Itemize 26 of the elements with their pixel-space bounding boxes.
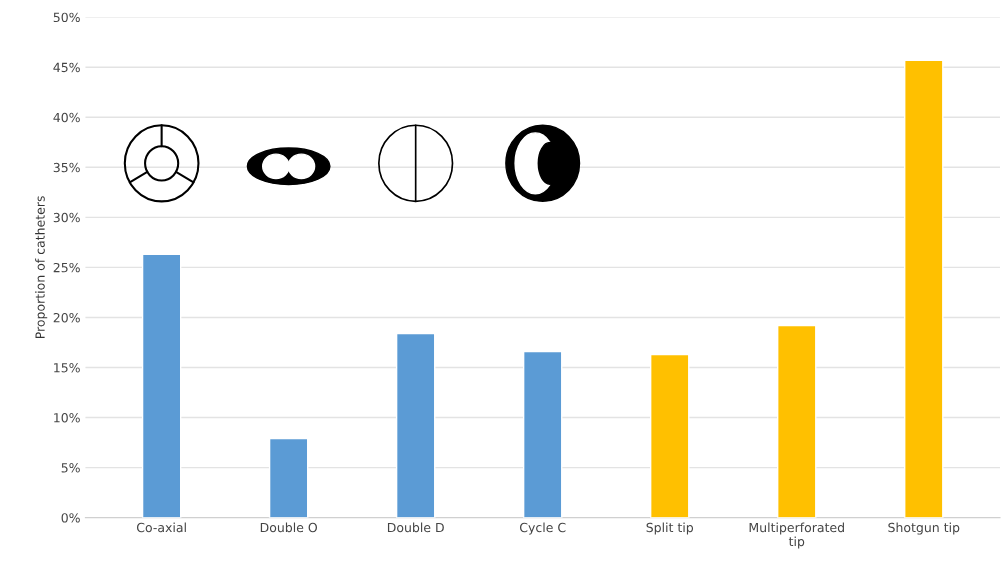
bar — [649, 353, 690, 518]
bar — [904, 59, 944, 518]
x-tick-label: Double D — [387, 522, 444, 533]
y-tick-label: 20% — [53, 312, 80, 323]
y-tick-label: 10% — [54, 413, 80, 423]
y-axis-title: Proportion of catheters — [35, 196, 48, 339]
x-tick-label: Multiperforated tip — [749, 522, 844, 549]
y-tick-label: 25% — [53, 262, 80, 273]
bar — [268, 437, 309, 518]
y-tick-label: 40% — [53, 112, 80, 123]
bar — [522, 350, 563, 518]
y-tick-label: 45% — [53, 62, 80, 73]
y-tick-label: 5% — [61, 463, 80, 473]
y-tick-label: 0% — [61, 513, 80, 523]
bar — [776, 324, 817, 518]
x-tick-label: Split tip — [646, 522, 694, 535]
x-tick-label: Co-axial — [136, 522, 186, 533]
y-tick-label: 35% — [53, 162, 80, 173]
y-tick-label: 30% — [53, 212, 80, 223]
x-tick-label: Shotgun tip — [888, 522, 960, 535]
y-tick-label: 15% — [54, 362, 80, 373]
bar — [141, 253, 182, 518]
x-tick-label: Cycle C — [519, 522, 566, 535]
y-tick-label: 50% — [53, 12, 80, 23]
bar — [395, 332, 436, 518]
x-tick-label: Double O — [260, 522, 318, 533]
